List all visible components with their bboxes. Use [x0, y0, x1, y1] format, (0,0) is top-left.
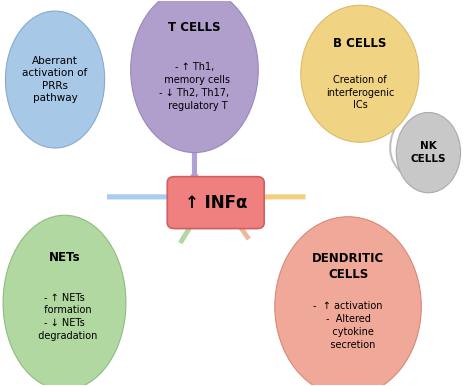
Text: DENDRITIC
CELLS: DENDRITIC CELLS	[312, 252, 384, 281]
FancyBboxPatch shape	[167, 177, 264, 229]
Ellipse shape	[5, 11, 105, 148]
Text: - ↑ NETs
  formation
- ↓ NETs
  degradation: - ↑ NETs formation - ↓ NETs degradation	[32, 293, 97, 341]
Text: T CELLS: T CELLS	[168, 21, 221, 34]
Text: NETs: NETs	[49, 251, 80, 264]
Text: NK
CELLS: NK CELLS	[410, 141, 446, 164]
Text: Creation of
interferogenic
ICs: Creation of interferogenic ICs	[326, 75, 394, 110]
Ellipse shape	[3, 215, 126, 386]
Text: Aberrant
activation of
PRRs
pathway: Aberrant activation of PRRs pathway	[22, 56, 88, 103]
Text: B CELLS: B CELLS	[333, 37, 387, 49]
Text: - ↑ Th1,
  memory cells
- ↓ Th2, Th17,
  regulatory T: - ↑ Th1, memory cells - ↓ Th2, Th17, reg…	[158, 62, 230, 111]
Ellipse shape	[275, 217, 421, 386]
Ellipse shape	[131, 0, 258, 152]
Text: -  ↑ activation
-  Altered
   cytokine
   secretion: - ↑ activation - Altered cytokine secret…	[313, 301, 383, 350]
Ellipse shape	[301, 5, 419, 142]
Ellipse shape	[396, 112, 461, 193]
Text: ↑ INFα: ↑ INFα	[184, 194, 247, 212]
